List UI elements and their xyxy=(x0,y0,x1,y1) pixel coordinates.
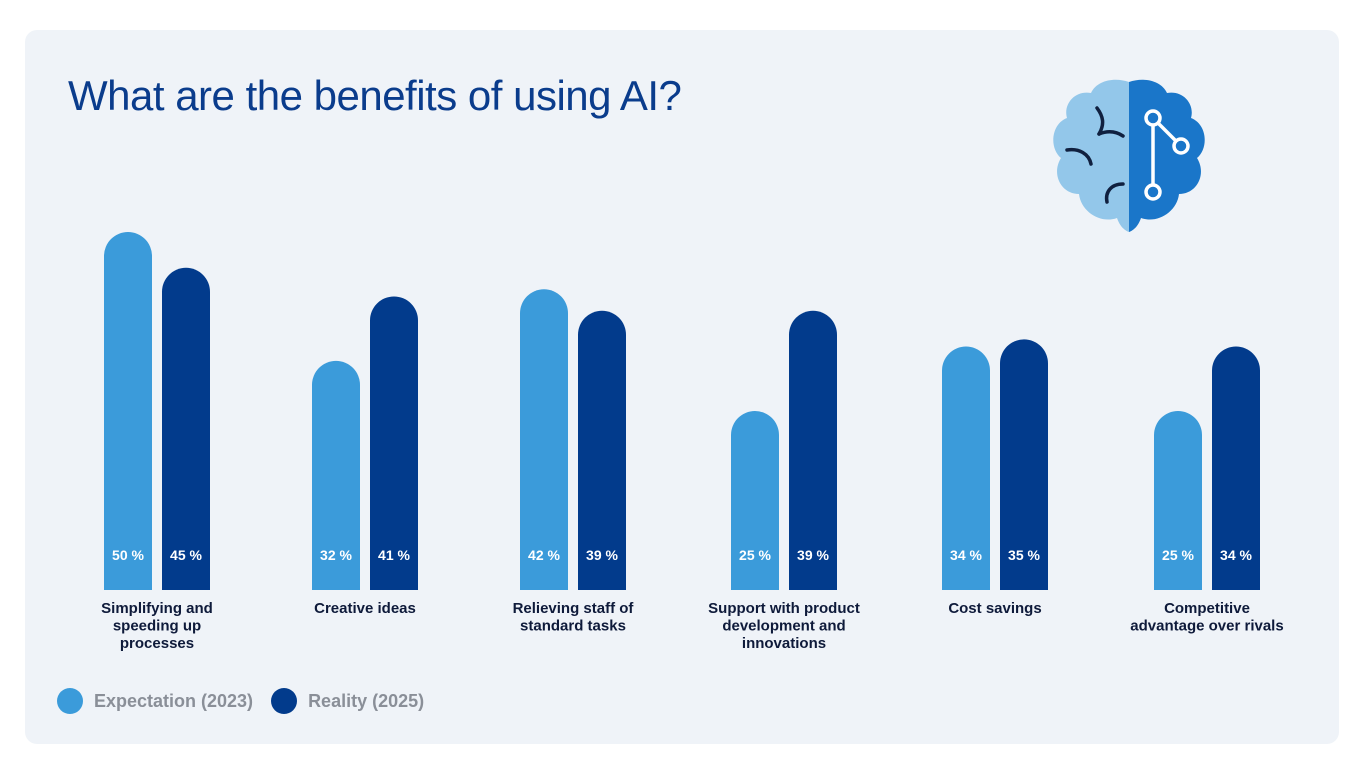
category-label: Competitive advantage over rivals xyxy=(1130,600,1283,635)
bar-reality xyxy=(162,267,210,590)
category-label: Support with product development and innov… xyxy=(708,600,860,652)
legend: Expectation (2023) Reality (2025) xyxy=(57,688,442,714)
data-label-expectation: 34 % xyxy=(950,547,982,563)
data-label-expectation: 32 % xyxy=(320,547,352,563)
category-label-line: Simplifying and xyxy=(101,600,213,617)
network-nodes xyxy=(1144,109,1190,201)
category-label-line: Relieving staff of xyxy=(513,600,635,617)
category-label: Simplifying and speeding up processes xyxy=(101,600,213,652)
category-label-line: Support with product xyxy=(708,600,860,617)
bar-reality xyxy=(578,310,626,590)
data-label-expectation: 25 % xyxy=(739,547,771,563)
category-label-line: Creative ideas xyxy=(314,600,416,617)
data-label-reality: 39 % xyxy=(586,547,618,563)
category-label: Relieving staff of standard tasks xyxy=(513,600,635,635)
brain-fold-lines xyxy=(1065,106,1125,204)
brain-network-icon xyxy=(1053,79,1205,233)
category-label-line: Cost savings xyxy=(948,600,1041,617)
category-label-line: development and xyxy=(722,618,845,635)
bar-expectation xyxy=(731,411,779,590)
page-title: What are the benefits of using AI? xyxy=(68,72,682,119)
legend-label-expectation: Expectation (2023) xyxy=(94,690,254,711)
brain-left-half xyxy=(1053,79,1129,233)
category-label-line: innovations xyxy=(742,635,826,652)
legend-swatch-reality xyxy=(271,688,298,714)
data-label-reality: 35 % xyxy=(1008,547,1040,563)
legend-item-expectation: Expectation (2023) xyxy=(57,688,253,714)
data-label-expectation: 50 % xyxy=(112,547,144,563)
bar-expectation xyxy=(104,232,152,590)
data-label-expectation: 25 % xyxy=(1162,547,1194,563)
bar-expectation xyxy=(312,360,360,590)
legend-swatch-expectation xyxy=(57,688,83,714)
data-label-expectation: 42 % xyxy=(528,547,560,563)
bar-expectation xyxy=(1154,411,1202,590)
bar-reality xyxy=(1000,339,1048,590)
legend-item-reality: Reality (2025) xyxy=(271,688,424,714)
bar-expectation xyxy=(520,289,568,590)
bar-reality xyxy=(789,310,837,590)
legend-label-reality: Reality (2025) xyxy=(308,690,425,711)
category-label-line: processes xyxy=(120,635,194,652)
category-label-line: advantage over rivals xyxy=(1130,618,1283,635)
category-label-line: speeding up xyxy=(113,618,201,635)
data-label-reality: 45 % xyxy=(170,547,202,563)
bar-reality xyxy=(370,296,418,590)
bar-expectation xyxy=(942,346,990,590)
data-label-reality: 41 % xyxy=(378,547,410,563)
category-label-line: Competitive xyxy=(1164,600,1250,617)
bar-reality xyxy=(1212,346,1260,590)
category-label: Cost savings xyxy=(948,600,1041,617)
category-label-line: standard tasks xyxy=(520,618,626,635)
category-label: Creative ideas xyxy=(314,600,416,617)
data-label-reality: 39 % xyxy=(797,547,829,563)
data-label-reality: 34 % xyxy=(1220,547,1252,563)
